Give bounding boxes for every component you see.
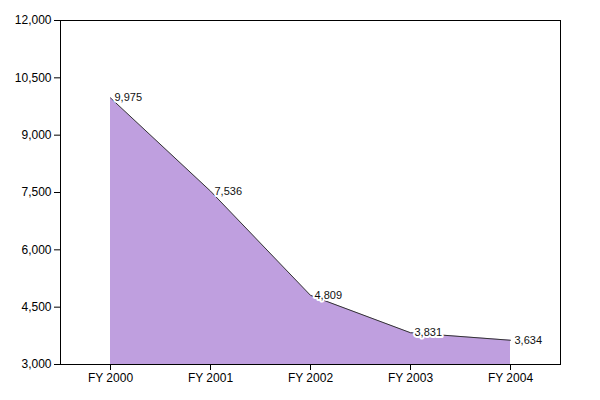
svg-text:7,500: 7,500: [21, 185, 51, 199]
svg-text:3,831: 3,831: [415, 326, 443, 338]
svg-text:7,536: 7,536: [215, 185, 243, 197]
svg-text:FY 2004: FY 2004: [488, 371, 533, 385]
svg-text:FY 2003: FY 2003: [388, 371, 433, 385]
svg-text:3,634: 3,634: [515, 334, 543, 346]
svg-text:6,000: 6,000: [21, 243, 51, 257]
svg-text:9,975: 9,975: [115, 91, 143, 103]
svg-text:FY 2000: FY 2000: [88, 371, 133, 385]
svg-text:9,000: 9,000: [21, 128, 51, 142]
svg-text:10,500: 10,500: [15, 71, 52, 85]
svg-text:4,500: 4,500: [21, 300, 51, 314]
svg-text:4,809: 4,809: [315, 289, 343, 301]
svg-text:12,000: 12,000: [15, 13, 52, 27]
svg-text:FY 2001: FY 2001: [188, 371, 233, 385]
svg-text:FY 2002: FY 2002: [288, 371, 333, 385]
svg-text:3,000: 3,000: [21, 357, 51, 371]
